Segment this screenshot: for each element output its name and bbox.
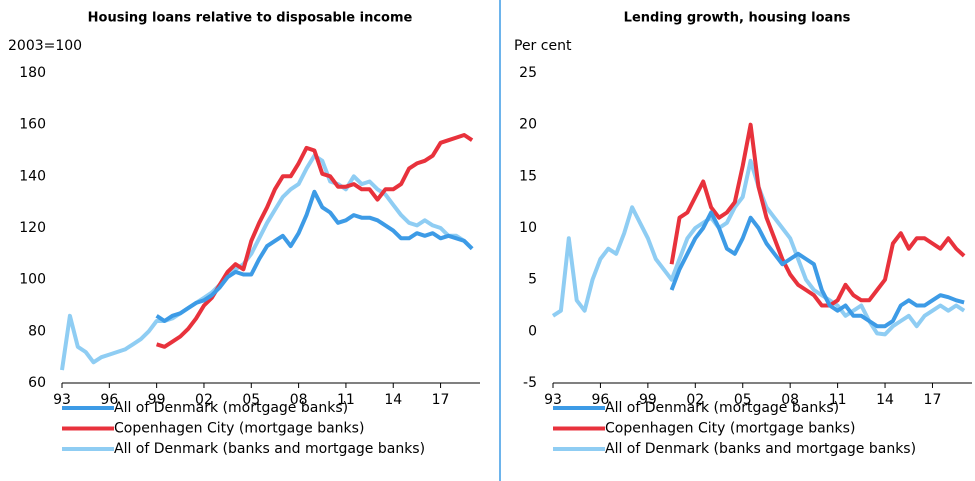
x-tick-label: 93 — [544, 392, 562, 408]
x-tick-label: 17 — [432, 392, 450, 408]
y-tick-label: 120 — [19, 220, 46, 236]
x-tick-label: 11 — [337, 392, 355, 408]
y-tick-label: -5 — [523, 375, 537, 391]
x-tick-label: 11 — [829, 392, 847, 408]
x-tick-label: 05 — [242, 392, 260, 408]
series-line — [155, 189, 474, 323]
x-tick-label: 99 — [639, 392, 657, 408]
legend-label: Copenhagen City (mortgage banks) — [114, 421, 364, 437]
y-tick-label: 60 — [28, 375, 46, 391]
y-axis-label: Per cent — [514, 38, 572, 54]
y-tick-label: 20 — [519, 117, 537, 133]
y-tick-label: 160 — [19, 117, 46, 133]
x-tick-label: 96 — [592, 392, 610, 408]
chart-title: Lending growth, housing loans — [624, 11, 851, 26]
y-tick-label: 15 — [519, 168, 537, 184]
legend-label: All of Denmark (banks and mortgage banks… — [605, 441, 916, 457]
x-tick-label: 93 — [53, 392, 71, 408]
x-tick-label: 08 — [290, 392, 308, 408]
y-tick-label: 10 — [519, 220, 537, 236]
legend-label: All of Denmark (mortgage banks) — [114, 400, 348, 416]
x-tick-label: 14 — [384, 392, 402, 408]
x-tick-label: 17 — [924, 392, 942, 408]
y-tick-label: 100 — [19, 272, 46, 288]
legend-label: All of Denmark (banks and mortgage banks… — [114, 441, 425, 457]
y-tick-label: 25 — [519, 65, 537, 81]
chart-title: Housing loans relative to disposable inc… — [88, 11, 413, 26]
x-tick-label: 96 — [100, 392, 118, 408]
legend-label: Copenhagen City (mortgage banks) — [605, 421, 855, 437]
y-tick-label: 80 — [28, 323, 46, 339]
x-tick-label: 08 — [781, 392, 799, 408]
y-tick-label: 140 — [19, 168, 46, 184]
series-line — [669, 122, 966, 308]
series-line — [60, 153, 474, 371]
x-tick-label: 02 — [686, 392, 704, 408]
y-tick-label: 180 — [19, 65, 46, 81]
y-tick-label: 0 — [528, 323, 537, 339]
series-line — [155, 133, 474, 349]
x-tick-label: 14 — [876, 392, 894, 408]
x-tick-label: 02 — [195, 392, 213, 408]
y-axis-label: 2003=100 — [8, 38, 82, 54]
series-line — [669, 210, 965, 329]
x-tick-label: 05 — [734, 392, 752, 408]
x-tick-label: 99 — [148, 392, 166, 408]
y-tick-label: 5 — [528, 272, 537, 288]
legend-label: All of Denmark (mortgage banks) — [605, 400, 839, 416]
